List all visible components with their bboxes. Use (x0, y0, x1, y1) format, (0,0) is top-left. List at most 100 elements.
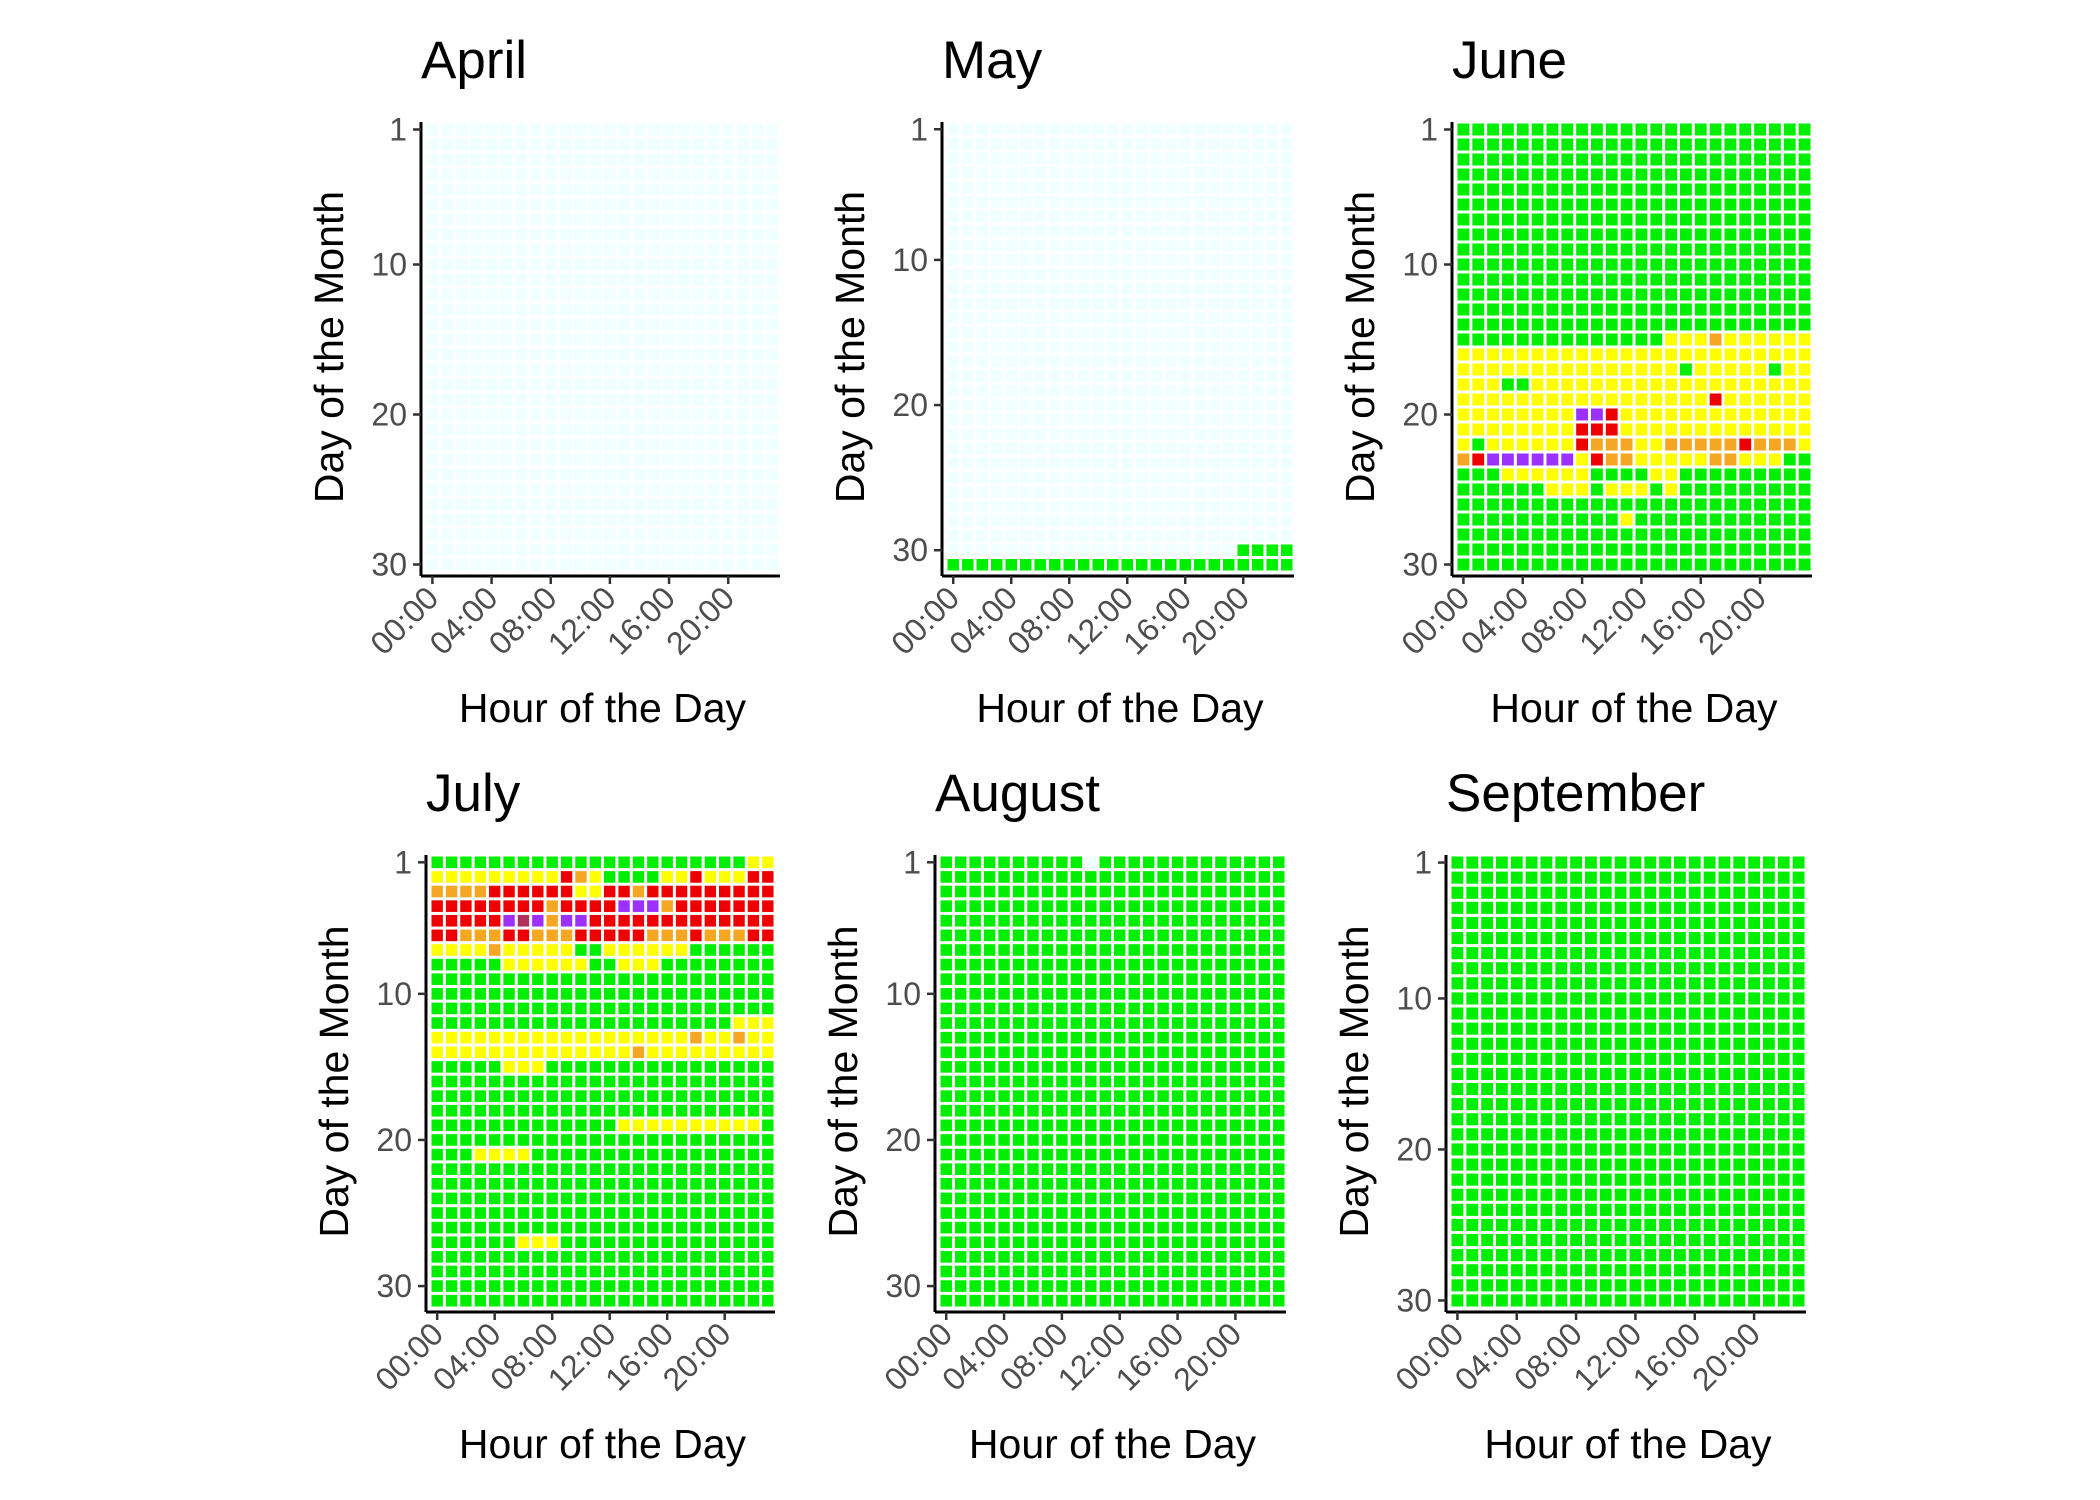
heat-cell (1457, 243, 1470, 256)
heat-cell (661, 856, 673, 869)
heat-cell (500, 348, 513, 361)
heat-cell (1056, 1192, 1068, 1205)
heat-cell (604, 1192, 616, 1205)
heat-cell (1027, 1294, 1039, 1307)
heat-cell (1644, 1052, 1657, 1065)
heat-cell (589, 1104, 602, 1117)
heat-cell (1502, 288, 1514, 301)
heat-cell (574, 438, 587, 451)
heat-cell (1620, 258, 1633, 271)
heat-cell (1215, 914, 1227, 927)
heat-cell (1056, 1236, 1068, 1249)
heat-cell (500, 363, 513, 376)
heat-cell (1516, 123, 1529, 136)
heat-cell (485, 243, 498, 256)
heat-cell (633, 273, 646, 286)
heat-cell (1570, 1279, 1582, 1292)
heat-cell (1546, 258, 1559, 271)
heat-cell (1709, 483, 1722, 496)
heat-cell (983, 1061, 996, 1073)
heat-cell (663, 408, 675, 421)
heat-cell (1128, 914, 1140, 927)
heat-cell (1451, 871, 1464, 884)
heat-cell (1665, 273, 1677, 286)
heat-cell (503, 1251, 515, 1263)
heat-cell (1223, 196, 1235, 208)
heat-cell (1027, 1031, 1039, 1044)
heat-cell (485, 333, 498, 346)
heat-cell (1252, 529, 1264, 542)
heat-cell (663, 198, 675, 211)
heat-cell (431, 1017, 443, 1029)
heat-cell (1258, 1017, 1271, 1029)
heat-cell (940, 1148, 952, 1161)
heat-cell (677, 468, 690, 481)
heat-cell (530, 288, 542, 301)
heat-cell (1070, 1207, 1083, 1219)
heat-cell (489, 1236, 501, 1249)
heat-cell (1273, 1265, 1285, 1278)
heat-cell (719, 1294, 731, 1307)
heat-cell (1754, 303, 1766, 316)
heat-cell (1724, 378, 1737, 391)
heat-cell (1466, 856, 1479, 869)
heat-cell (485, 378, 498, 391)
heat-cell (1674, 871, 1686, 884)
heat-cell (1605, 498, 1618, 511)
heat-cell (1273, 1221, 1285, 1234)
heat-cell (1614, 1173, 1627, 1186)
heat-cell (1466, 1007, 1479, 1020)
heat-cell (546, 856, 558, 869)
heat-cell (1020, 529, 1032, 542)
heat-cell (574, 348, 587, 361)
heat-cell (1223, 370, 1235, 382)
heat-cell (1266, 283, 1278, 295)
heat-cell (690, 1177, 702, 1190)
heat-cell (1223, 544, 1235, 556)
heat-cell (1049, 428, 1061, 440)
heat-cell (431, 988, 443, 1000)
heat-cell (976, 428, 988, 440)
heat-cell (1496, 932, 1508, 945)
heat-cell (574, 183, 587, 196)
heat-cell (1244, 1294, 1256, 1307)
heat-cell (618, 513, 631, 526)
heat-cell (1798, 288, 1811, 301)
heat-cell (544, 153, 557, 166)
heat-cell (1107, 544, 1119, 556)
heat-cell (707, 498, 720, 511)
heat-cell (704, 914, 717, 927)
heat-cell (1157, 929, 1169, 942)
heat-cell (530, 333, 542, 346)
heat-cell (1258, 1046, 1271, 1059)
heat-cell (1157, 1061, 1169, 1073)
heat-cell (574, 168, 587, 181)
heat-cell (1457, 273, 1470, 286)
heat-cell (991, 384, 1003, 397)
heat-cell (733, 988, 745, 1000)
heat-cell (1614, 856, 1627, 869)
heat-cell (426, 123, 439, 136)
heat-cell (719, 1061, 731, 1073)
heat-cell (604, 483, 616, 496)
heat-cell (604, 138, 616, 151)
heat-cell (1266, 544, 1278, 556)
heat-cell (1078, 341, 1090, 353)
heat-cell (1502, 423, 1514, 436)
heat-cell (1179, 428, 1191, 440)
heat-cell (1763, 1234, 1775, 1247)
heat-cell (1659, 1264, 1671, 1277)
heat-cell (1150, 341, 1162, 353)
heat-cell (1694, 438, 1707, 451)
heat-cell (1510, 856, 1523, 869)
heat-cell (1777, 1218, 1790, 1231)
heat-cell (1659, 1052, 1671, 1065)
heat-cell (589, 258, 601, 271)
heat-cell (1027, 914, 1039, 927)
heat-cell (1546, 408, 1559, 421)
heat-cell (503, 1075, 515, 1088)
heat-cell (1215, 856, 1227, 869)
heat-cell (1620, 513, 1633, 526)
heat-cell (1748, 871, 1760, 884)
heat-cell (1739, 243, 1752, 256)
